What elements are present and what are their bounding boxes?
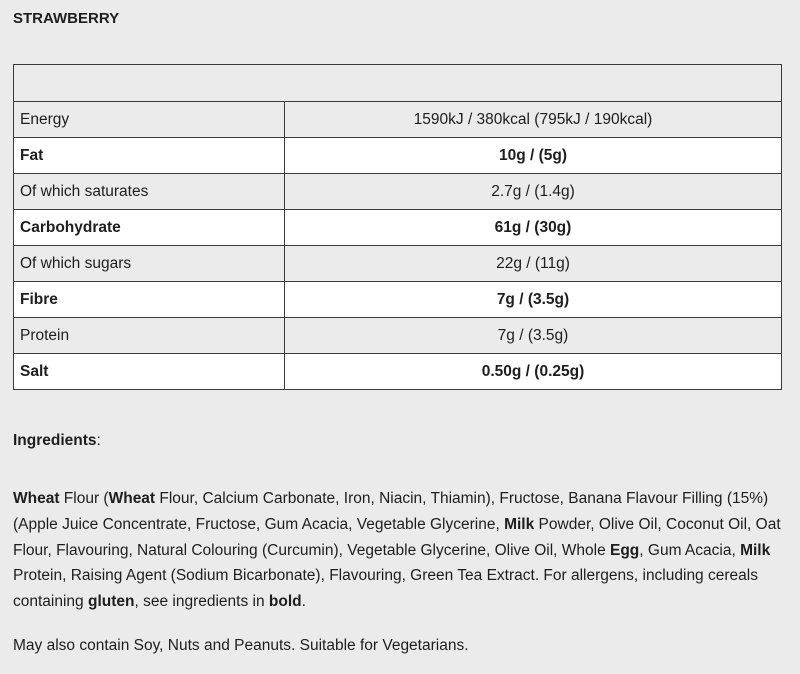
nutrient-value: 22g / (11g) xyxy=(284,245,782,282)
table-header-cell xyxy=(13,64,782,102)
table-row: Of which saturates 2.7g / (1.4g) xyxy=(13,173,782,210)
ingredients-heading-colon: : xyxy=(96,432,101,449)
allergen-bold-text: gluten xyxy=(87,593,135,611)
nutrient-label: Carbohydrate xyxy=(13,209,285,246)
nutrient-value: 10g / (5g) xyxy=(284,137,782,174)
nutrient-label: Salt xyxy=(13,353,285,390)
product-title: STRAWBERRY xyxy=(13,10,120,27)
nutrient-label: Of which sugars xyxy=(13,245,285,282)
nutrient-value: 7g / (3.5g) xyxy=(284,317,782,354)
ingredient-text: Protein, Raising Agent (Sodium Bicarbona… xyxy=(13,567,758,611)
table-row: Of which sugars 22g / (11g) xyxy=(13,245,782,282)
nutrient-value: 61g / (30g) xyxy=(284,209,782,246)
nutrient-value: 2.7g / (1.4g) xyxy=(284,173,782,210)
nutrition-table: Energy 1590kJ / 380kcal (795kJ / 190kcal)… xyxy=(13,64,782,390)
table-row: Energy 1590kJ / 380kcal (795kJ / 190kcal) xyxy=(13,101,782,138)
table-row: Fat 10g / (5g) xyxy=(13,137,782,174)
table-row: Salt 0.50g / (0.25g) xyxy=(13,353,782,390)
nutrient-label: Energy xyxy=(13,101,285,138)
nutrient-label: Fibre xyxy=(13,281,285,318)
table-header-row xyxy=(13,64,782,102)
allergen-note: May also contain Soy, Nuts and Peanuts. … xyxy=(13,637,469,654)
allergen-bold-text: bold xyxy=(268,593,302,611)
ingredients-heading: Ingredients: xyxy=(13,432,101,450)
ingredients-heading-label: Ingredients xyxy=(13,432,97,449)
ingredient-text: . xyxy=(301,593,306,611)
nutrient-label: Protein xyxy=(13,317,285,354)
nutrient-value: 7g / (3.5g) xyxy=(284,281,782,318)
nutrient-value: 1590kJ / 380kcal (795kJ / 190kcal) xyxy=(284,101,782,138)
ingredient-text: Flour ( xyxy=(59,490,109,507)
allergen-bold-text: Milk xyxy=(504,515,535,533)
ingredients-text: Wheat Flour (Wheat Flour, Calcium Carbon… xyxy=(13,486,783,615)
ingredient-text: Powder, Olive Oil, Coconut Oil, Oat Flou… xyxy=(13,515,781,559)
nutrient-value: 0.50g / (0.25g) xyxy=(284,353,782,390)
table-row: Fibre 7g / (3.5g) xyxy=(13,281,782,318)
allergen-bold-text: Wheat xyxy=(13,490,60,507)
ingredient-text: , see ingredients in xyxy=(134,593,269,611)
allergen-bold-text: Wheat xyxy=(108,490,156,507)
ingredient-text: , Gum Acacia, xyxy=(639,541,741,559)
allergen-bold-text: Egg xyxy=(610,541,640,559)
nutrient-label: Fat xyxy=(13,137,285,174)
table-row: Carbohydrate 61g / (30g) xyxy=(13,209,782,246)
table-row: Protein 7g / (3.5g) xyxy=(13,317,782,354)
allergen-bold-text: Milk xyxy=(740,541,771,559)
nutrient-label: Of which saturates xyxy=(13,173,285,210)
ingredient-text: Flour, Calcium Carbonate, Iron, Niacin, … xyxy=(13,490,769,533)
